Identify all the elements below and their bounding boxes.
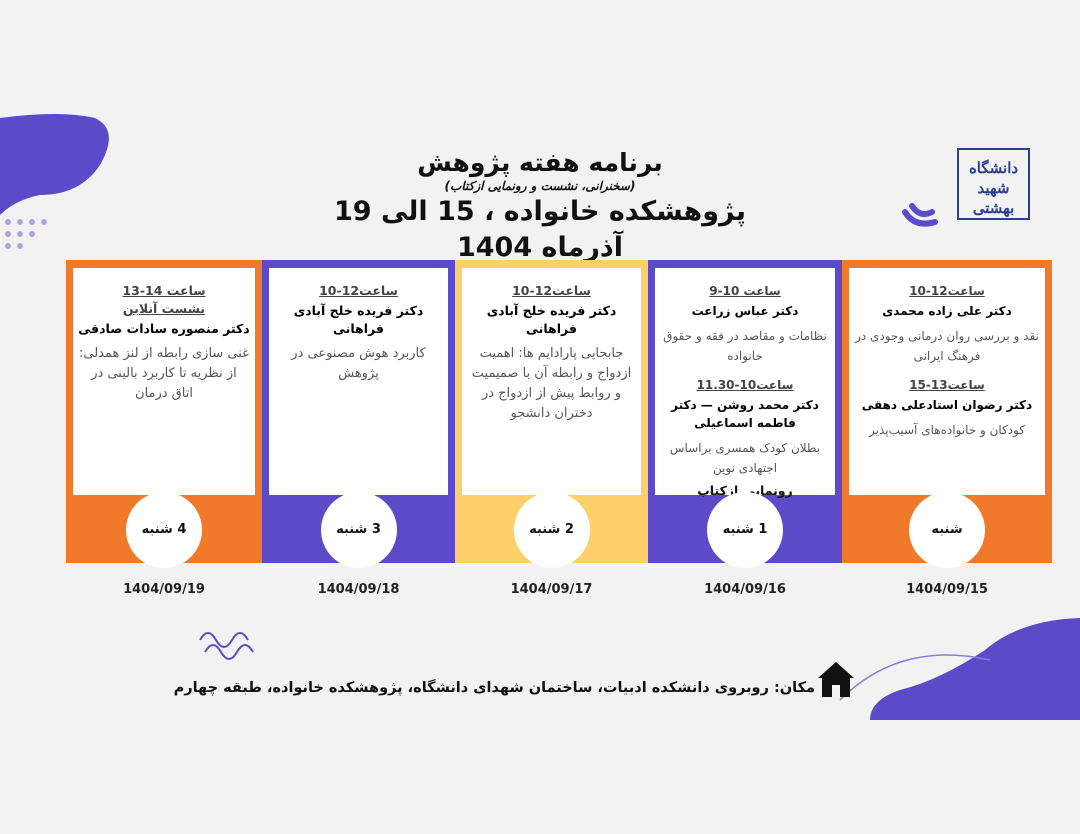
- session-time: ساعت12-10: [909, 284, 985, 298]
- session-time: ساعت10-11.30: [696, 378, 794, 392]
- page-title: برنامه هفته پژوهش: [417, 148, 663, 177]
- day-column: ساعت12-10 دکتر فریده خلج آبادی فراهانی جاب…: [455, 260, 648, 597]
- blob-top-left: [0, 114, 109, 215]
- session-topic: غنی سازی رابطه از لنز همدلی: از نظریه تا…: [79, 346, 249, 401]
- session-time: ساعت 14-13: [122, 283, 206, 298]
- day-badge: شنبه: [909, 492, 985, 568]
- speaker-name: دکتر محمد روشن — دکتر فاطمه اسماعیلی: [671, 398, 819, 430]
- day-badge: 1 شنبه: [707, 492, 783, 568]
- speaker-name: دکتر علی زاده محمدی: [882, 304, 1012, 318]
- session-time: ساعت13-15: [909, 378, 985, 392]
- blob-bottom-right: [870, 618, 1080, 720]
- day-date: 1404/09/15: [906, 582, 988, 597]
- book-launch-label: رونمایی ازکتاب: [697, 483, 793, 498]
- day-badge: 2 شنبه: [513, 492, 590, 568]
- session-card: ساعت12-10 دکتر فریده خلج آبادی فراهانی کار…: [269, 268, 448, 509]
- session-topic: جابجایی پارادایم ها: اهمیت ازدواج و رابط…: [471, 346, 632, 421]
- speaker-name: دکتر فریده خلج آبادی فراهانی: [293, 303, 424, 336]
- squiggle-decoration: [199, 632, 254, 660]
- session-card: ساعت 14-13 نشست آنلاین دکتر منصوره سادات ص…: [73, 268, 255, 509]
- day-date: 1404/09/19: [123, 582, 205, 597]
- event-dates: پژوهشکده خانواده ، 15 الی 19 آذرماه 1404: [334, 196, 746, 263]
- session-time: ساعت 10-9: [709, 284, 781, 298]
- day-date: 1404/09/17: [510, 582, 593, 597]
- session-topic: کاربرد هوش مصنوعی در پژوهش: [291, 346, 426, 381]
- day-badge: 3 شنبه: [320, 492, 397, 568]
- header: برنامه هفته پژوهش (سخنرانی، نشست و رونما…: [290, 148, 790, 266]
- day-column: ساعت 10-9 دکتر عباس زراعت نظامات و مقاصد د…: [648, 260, 842, 597]
- session-topic: نظامات و مقاصد در فقه و حقوق خانواده: [663, 329, 827, 363]
- session-card: ساعت12-10 دکتر علی زاده محمدی نقد و بررسی …: [849, 268, 1045, 509]
- location-text: مکان: روبروی دانشکده ادبیات، ساختمان شهد…: [173, 680, 815, 696]
- day-badge: 4 شنبه: [126, 492, 202, 568]
- session-time: ساعت12-10: [512, 283, 591, 298]
- page-subtitle: (سخنرانی، نشست و رونمایی ازکتاب): [444, 179, 636, 193]
- day-column: ساعت 14-13 نشست آنلاین دکتر منصوره سادات ص…: [66, 260, 262, 597]
- day-date: 1404/09/16: [704, 582, 786, 597]
- speaker-name: دکتر فریده خلج آبادی فراهانی: [486, 303, 617, 336]
- swirl-icon: [902, 203, 938, 227]
- day-date: 1404/09/18: [317, 582, 400, 597]
- speaker-name: دکتر رضوان استادعلی دهقی: [861, 398, 1033, 412]
- session-topic: بطلان کودک همسری براساس اجتهادی نوین: [669, 441, 821, 475]
- day-column: ساعت12-10 دکتر علی زاده محمدی نقد و بررسی …: [842, 260, 1052, 597]
- session-card: ساعت 10-9 دکتر عباس زراعت نظامات و مقاصد د…: [655, 268, 835, 509]
- session-topic: کودکان و خانواده‌های آسیب‌پذیر: [868, 423, 1026, 437]
- home-icon: [818, 662, 854, 697]
- university-logo: دانشگاه شهید بهشتی: [957, 148, 1030, 220]
- speaker-name: دکتر منصوره سادات صادقی: [78, 321, 250, 336]
- speaker-name: دکتر عباس زراعت: [691, 304, 799, 318]
- day-column: ساعت12-10 دکتر فریده خلج آبادی فراهانی کار…: [262, 260, 455, 597]
- session-time: ساعت12-10: [319, 283, 398, 298]
- session-topic: نقد و بررسی روان درمانی وجودی در فرهنگ ا…: [855, 329, 1039, 363]
- session-note: نشست آنلاین: [122, 301, 206, 316]
- dots-decoration: [5, 219, 47, 249]
- session-card: ساعت12-10 دکتر فریده خلج آبادی فراهانی جاب…: [462, 268, 641, 509]
